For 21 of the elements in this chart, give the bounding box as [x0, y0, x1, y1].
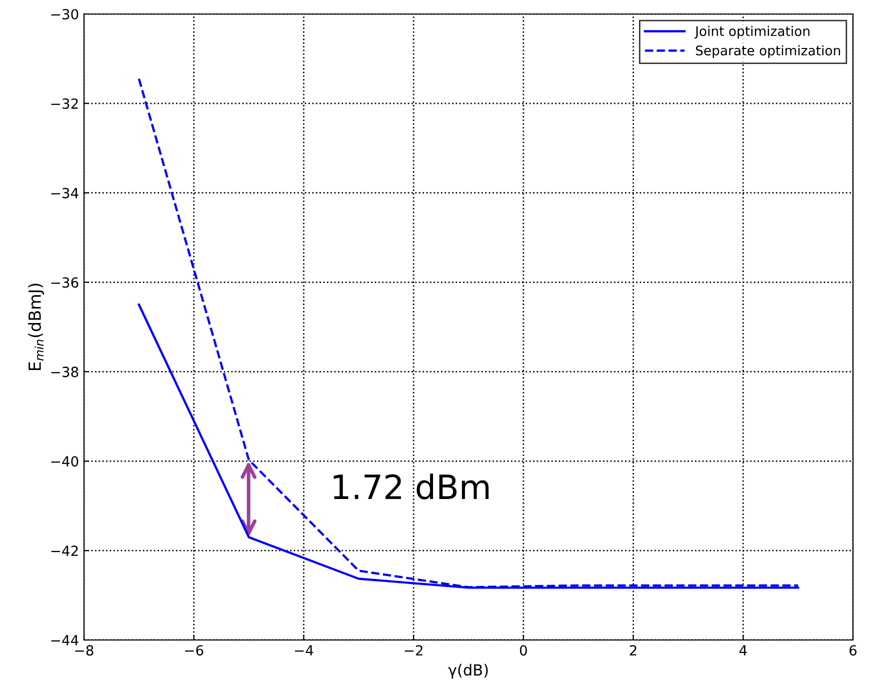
- legend-label: Separate optimization: [696, 45, 840, 58]
- x-tick-label: 0: [520, 645, 527, 656]
- x-tick-label: 4: [739, 645, 747, 656]
- x-axis-title: γ(dB): [448, 664, 488, 679]
- x-tick-label: −8: [75, 645, 94, 656]
- legend-label: Joint optimization: [694, 26, 810, 39]
- y-tick-label: −44: [51, 635, 78, 646]
- x-tick-label: −2: [404, 645, 422, 656]
- x-tick-label: 2: [630, 645, 636, 656]
- x-tick-label: −4: [294, 645, 314, 656]
- y-tick-label: −36: [51, 277, 78, 288]
- y-axis-title: E$_{min}$(dBmJ): [28, 284, 44, 370]
- x-tick-label: 6: [850, 645, 857, 656]
- y-tick-label: −38: [51, 366, 78, 378]
- y-tick-label: −34: [51, 188, 78, 198]
- y-tick-label: −42: [51, 546, 78, 556]
- x-tick-label: −6: [185, 645, 204, 656]
- y-tick-label: −40: [51, 456, 78, 467]
- annotation: 1.72 dBm: [334, 474, 489, 500]
- y-tick-label: −32: [51, 98, 78, 109]
- y-tick-label: −30: [51, 8, 78, 20]
